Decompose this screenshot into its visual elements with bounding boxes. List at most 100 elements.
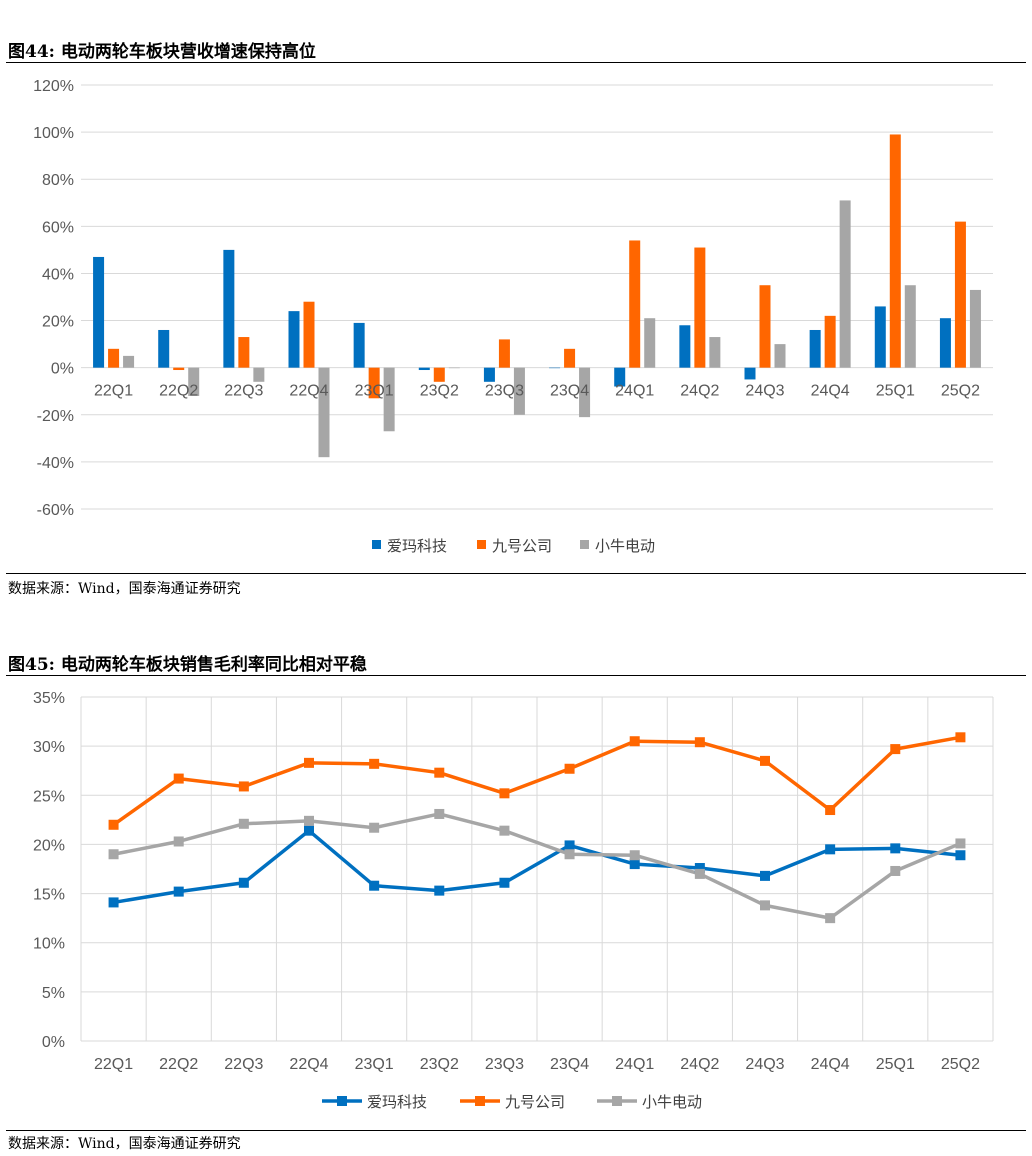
x-tick-label: 23Q2 [420, 383, 459, 400]
x-tick-label: 22Q2 [159, 383, 198, 400]
bar-小牛电动-25Q2 [969, 289, 981, 368]
point-爱玛科技-22Q2 [173, 886, 184, 897]
bar-小牛电动-22Q4 [318, 367, 330, 458]
point-小牛电动-24Q1 [629, 850, 640, 861]
x-tick-label: 22Q1 [94, 383, 133, 400]
point-九号公司-23Q1 [369, 758, 380, 769]
bar-爱玛科技-24Q1 [614, 367, 626, 387]
y-tick-label: 0% [42, 1034, 65, 1051]
x-tick-label: 23Q4 [550, 1056, 589, 1073]
point-小牛电动-23Q3 [499, 825, 510, 836]
bar-爱玛科技-23Q3 [483, 367, 495, 382]
legend-label: 爱玛科技 [387, 537, 447, 555]
x-tick-label: 23Q1 [355, 383, 394, 400]
x-tick-label: 22Q4 [289, 383, 328, 400]
point-小牛电动-23Q4 [564, 849, 575, 860]
x-tick-label: 22Q3 [224, 383, 263, 400]
legend-label: 爱玛科技 [367, 1093, 427, 1111]
x-tick-label: 23Q4 [550, 383, 589, 400]
point-九号公司-25Q2 [955, 732, 966, 743]
bar-爱玛科技-22Q1 [93, 256, 105, 368]
point-九号公司-23Q2 [434, 767, 445, 778]
legend-marker [475, 1096, 485, 1106]
chart1-source: 数据来源：Wind，国泰海通证券研究 [8, 581, 241, 597]
point-九号公司-22Q3 [238, 781, 249, 792]
y-tick-label: 30% [33, 739, 65, 756]
bar-爱玛科技-24Q3 [744, 367, 756, 380]
y-tick-label: -40% [37, 455, 74, 472]
bar-小牛电动-24Q3 [774, 344, 786, 368]
y-tick-label: 100% [33, 125, 74, 142]
bar-九号公司-23Q1 [368, 367, 380, 399]
chart1-bottom-rule [6, 573, 1026, 574]
point-爱玛科技-25Q1 [890, 843, 901, 854]
chart2-top-rule [6, 675, 1026, 676]
point-爱玛科技-23Q4 [564, 840, 575, 851]
y-tick-label: 20% [42, 314, 74, 331]
legend-label: 小牛电动 [642, 1093, 702, 1111]
chart1-top-rule [6, 62, 1026, 63]
bar-爱玛科技-22Q2 [158, 329, 170, 368]
point-小牛电动-22Q4 [304, 815, 314, 826]
y-tick-label: 10% [33, 936, 65, 953]
bar-九号公司-24Q2 [694, 247, 706, 368]
legend-label: 九号公司 [505, 1093, 565, 1111]
x-tick-label: 22Q4 [289, 1056, 328, 1073]
x-tick-label: 23Q3 [485, 383, 524, 400]
y-tick-label: 5% [42, 985, 65, 1002]
x-tick-label: 25Q2 [941, 383, 980, 400]
bar-九号公司-24Q3 [759, 285, 771, 368]
legend-label: 九号公司 [492, 537, 552, 555]
y-tick-label: 15% [33, 887, 65, 904]
legend-label: 小牛电动 [595, 537, 655, 555]
bar-小牛电动-23Q2 [448, 367, 460, 369]
chart1-svg: 120% 100% 80% 60% 40% 20% 0% -20% -40% -60% 22Q1 22… [33, 78, 993, 555]
bar-爱玛科技-23Q1 [353, 322, 365, 368]
point-爱玛科技-25Q2 [955, 850, 966, 861]
point-小牛电动-22Q2 [173, 836, 184, 847]
bar-小牛电动-23Q4 [579, 367, 591, 418]
point-九号公司-22Q1 [108, 819, 119, 830]
bar-小牛电动-25Q1 [904, 285, 916, 368]
chart2-bottom-rule [6, 1130, 1026, 1131]
bar-小牛电动-22Q3 [253, 367, 265, 382]
y-tick-label: 60% [42, 219, 74, 236]
series-line-小牛电动 [113, 812, 962, 920]
point-爱玛科技-24Q1 [629, 859, 640, 870]
legend-marker [580, 540, 589, 549]
point-爱玛科技-23Q3 [499, 877, 510, 888]
legend-marker [372, 540, 381, 549]
point-九号公司-25Q1 [890, 744, 901, 755]
x-tick-label: 23Q1 [355, 1056, 394, 1073]
point-小牛电动-22Q3 [238, 818, 249, 829]
chart2-svg: 35% 30% 25% 20% 15% 10% 5% 0% 22Q1 22Q2 22Q3 22Q4 23… [33, 690, 994, 1111]
y-tick-label: 0% [51, 361, 74, 378]
point-九号公司-23Q4 [564, 763, 575, 774]
x-tick-label: 24Q2 [680, 1056, 719, 1073]
y-tick-label: -60% [37, 502, 74, 519]
bar-爱玛科技-23Q2 [418, 367, 430, 371]
y-tick-label: 25% [33, 788, 65, 805]
bar-九号公司-22Q3 [238, 337, 250, 368]
bar-九号公司-23Q4 [564, 348, 576, 368]
bar-爱玛科技-22Q4 [288, 311, 300, 368]
bar-小牛电动-24Q4 [839, 200, 851, 368]
bar-爱玛科技-25Q2 [939, 318, 951, 368]
bar-九号公司-24Q1 [629, 240, 641, 368]
point-爱玛科技-24Q2 [694, 863, 705, 874]
x-tick-label: 24Q4 [811, 1056, 850, 1073]
x-tick-label: 24Q1 [615, 383, 654, 400]
point-九号公司-23Q3 [499, 788, 510, 799]
point-九号公司-22Q2 [173, 773, 184, 784]
point-爱玛科技-22Q4 [304, 825, 314, 836]
chart2-caption: 图45: 电动两轮车板块销售毛利率同比相对平稳 [8, 655, 367, 675]
bar-九号公司-25Q1 [889, 134, 901, 368]
point-小牛电动-24Q2 [694, 868, 705, 879]
legend-marker [337, 1096, 347, 1106]
bar-爱玛科技-24Q4 [809, 329, 821, 368]
y-tick-label: 120% [33, 78, 74, 95]
bar-爱玛科技-22Q3 [223, 249, 235, 368]
x-tick-label: 23Q3 [485, 1056, 524, 1073]
x-tick-label: 24Q4 [811, 383, 850, 400]
x-tick-label: 25Q1 [876, 383, 915, 400]
